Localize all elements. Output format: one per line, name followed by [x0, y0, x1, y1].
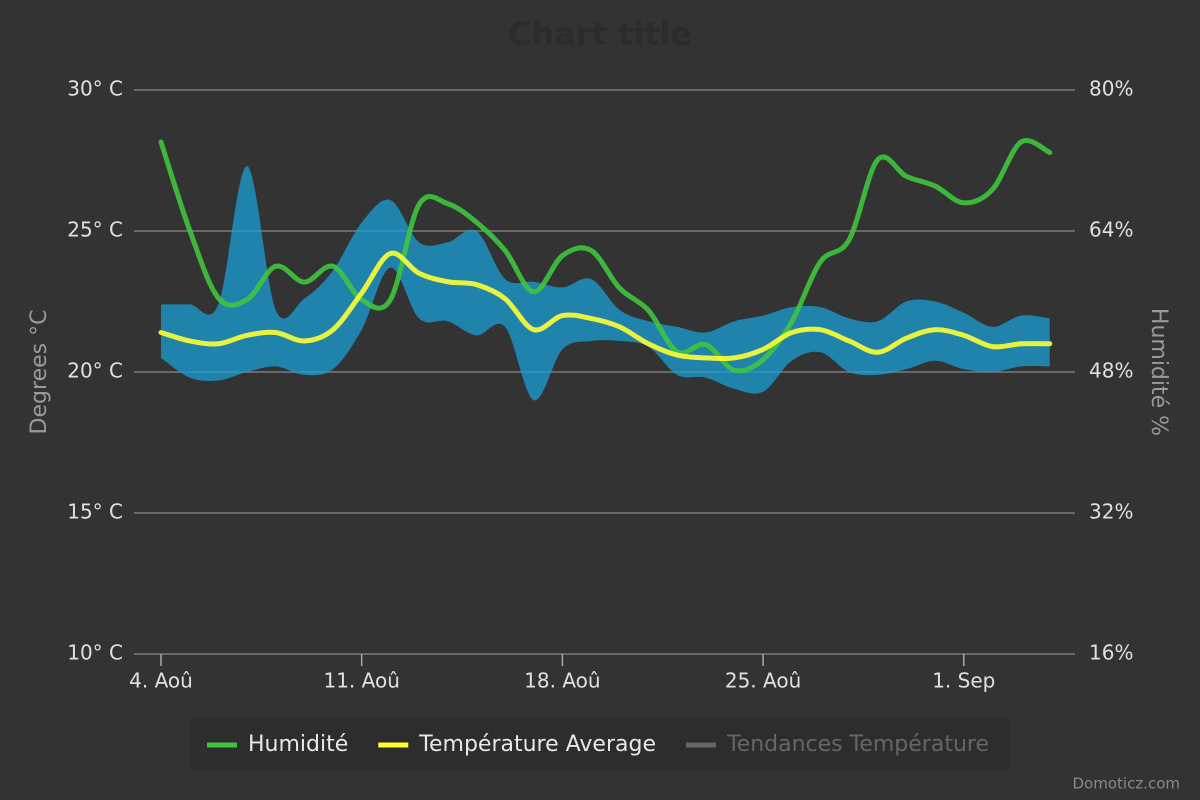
series-line — [158, 250, 1053, 362]
legend-label[interactable]: Humidité — [248, 732, 348, 757]
y2-axis-title: Humidité % — [1146, 308, 1171, 436]
y-tick-label: 30° C — [67, 77, 123, 101]
y-tick-label: 15° C — [67, 500, 123, 524]
series-line — [158, 138, 1053, 374]
x-tick-label: 18. Aoû — [524, 669, 600, 693]
y-tick-label: 25° C — [67, 218, 123, 242]
y2-tick-label: 80% — [1089, 77, 1133, 101]
x-tick-label: 11. Aoû — [323, 669, 399, 693]
range-area — [161, 166, 1050, 401]
chart-title: Chart title — [508, 15, 692, 53]
credits: Domoticz.com — [1073, 775, 1181, 793]
legend-label[interactable]: Température Average — [418, 732, 656, 757]
x-tick-label: 1. Sep — [932, 669, 995, 693]
y-tick-label: 10° C — [67, 641, 123, 665]
y2-tick-label: 32% — [1089, 500, 1133, 524]
y2-tick-label: 48% — [1089, 359, 1133, 383]
x-tick-label: 25. Aoû — [725, 669, 801, 693]
y2-tick-label: 16% — [1089, 641, 1133, 665]
y-tick-label: 20° C — [67, 359, 123, 383]
y2-tick-label: 64% — [1089, 218, 1133, 242]
x-tick-label: 4. Aoû — [129, 669, 193, 693]
legend-label[interactable]: Tendances Température — [726, 732, 989, 757]
legend-box — [190, 718, 1010, 770]
y-axis-title: Degrees °C — [27, 310, 52, 435]
